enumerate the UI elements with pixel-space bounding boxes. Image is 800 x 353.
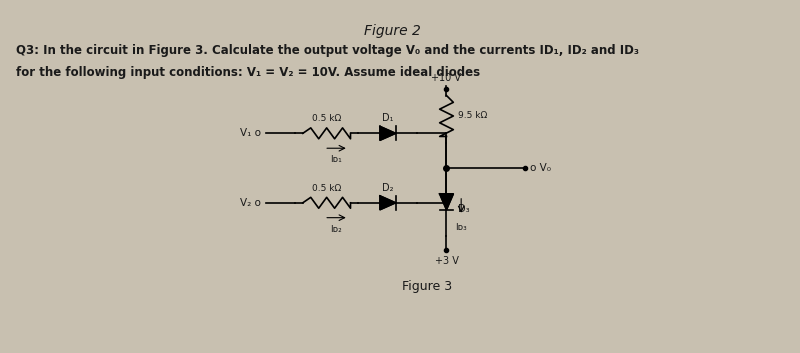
Text: Iᴅ₂: Iᴅ₂ — [330, 225, 342, 234]
Text: V₁ o: V₁ o — [240, 128, 261, 138]
Text: V₂ o: V₂ o — [240, 198, 261, 208]
Text: Iᴅ₃: Iᴅ₃ — [455, 223, 467, 232]
Text: o V₀: o V₀ — [530, 163, 550, 173]
Text: Q3: In the circuit in Figure 3. Calculate the output voltage V₀ and the currents: Q3: In the circuit in Figure 3. Calculat… — [16, 44, 639, 57]
Text: 9.5 kΩ: 9.5 kΩ — [458, 112, 487, 120]
Polygon shape — [440, 194, 454, 210]
Text: 0.5 kΩ: 0.5 kΩ — [312, 184, 342, 193]
Text: +3 V: +3 V — [434, 256, 458, 267]
Polygon shape — [380, 126, 396, 140]
Text: Figure 2: Figure 2 — [364, 24, 421, 38]
Text: 0.5 kΩ: 0.5 kΩ — [312, 114, 342, 124]
Text: D₃: D₃ — [458, 204, 470, 214]
Text: Iᴅ₁: Iᴅ₁ — [330, 155, 342, 164]
Text: D₁: D₁ — [382, 113, 394, 124]
Text: Figure 3: Figure 3 — [402, 280, 452, 293]
Text: +10 V: +10 V — [431, 73, 462, 83]
Polygon shape — [380, 196, 396, 210]
Text: for the following input conditions: V₁ = V₂ = 10V. Assume ideal diodes: for the following input conditions: V₁ =… — [16, 66, 480, 79]
Text: D₂: D₂ — [382, 183, 394, 193]
